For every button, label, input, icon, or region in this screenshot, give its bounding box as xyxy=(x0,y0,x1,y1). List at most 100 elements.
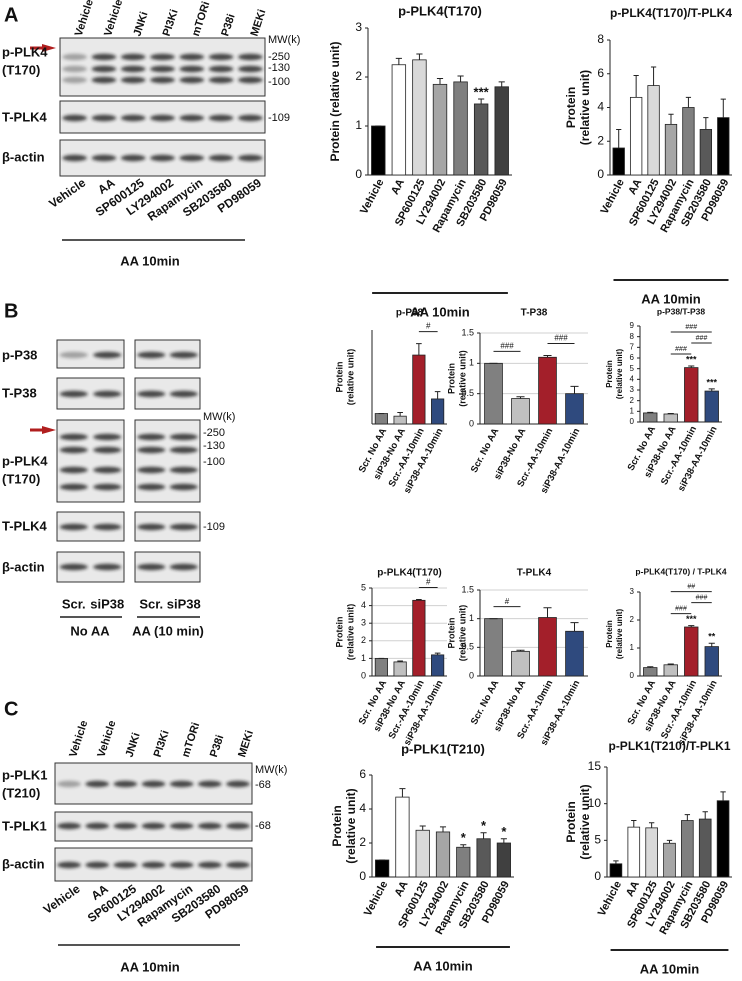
blot-band xyxy=(137,351,166,359)
mw-label: -109 xyxy=(203,521,225,533)
blot-band xyxy=(120,114,146,122)
bar xyxy=(484,362,503,425)
y-tick-label: 1.5 xyxy=(461,327,474,337)
lane-label: Scr. xyxy=(139,596,163,611)
error-bar xyxy=(397,660,403,662)
lane-header: MEKi xyxy=(236,729,256,759)
blot-band xyxy=(93,483,122,491)
blot-band xyxy=(137,483,166,491)
group-label: AA 10min xyxy=(120,959,180,974)
error-bar xyxy=(631,820,637,828)
y-tick-label: 0 xyxy=(469,418,474,428)
blot-band xyxy=(208,65,234,73)
row-label: β-actin xyxy=(2,856,45,871)
blot-band xyxy=(93,390,122,398)
x-tick-label: Vehicle xyxy=(358,177,386,216)
bar xyxy=(643,667,658,677)
lane-label: Scr. xyxy=(62,596,86,611)
bar xyxy=(511,398,530,425)
y-tick-label: 7 xyxy=(630,342,635,351)
significance: *** xyxy=(706,377,717,387)
y-tick-label: 2 xyxy=(630,615,635,624)
blot-band xyxy=(169,523,198,531)
bracket-label: # xyxy=(505,597,510,606)
blot-band xyxy=(179,114,205,122)
y-tick-label: 0 xyxy=(359,869,366,883)
error-bar xyxy=(436,77,444,85)
y-tick-label: 2 xyxy=(597,133,604,147)
blot-band xyxy=(120,53,146,61)
y-axis-label: Protein xyxy=(564,87,578,128)
error-bar xyxy=(434,391,441,399)
mw-label: -68 xyxy=(255,779,271,791)
y-tick-label: 0 xyxy=(594,869,601,883)
row-label: (T170) xyxy=(2,471,40,486)
bar xyxy=(431,398,445,425)
bar xyxy=(663,413,678,423)
error-bar xyxy=(416,343,422,356)
y-tick-label: 9 xyxy=(630,321,635,330)
y-tick-label: 5 xyxy=(361,582,366,592)
blot-band xyxy=(150,53,175,61)
y-axis-label: (relative unit) xyxy=(345,604,355,661)
y-tick-label: 1 xyxy=(630,406,635,415)
blot-band xyxy=(226,780,250,788)
blot-band xyxy=(59,351,88,359)
group-label: AA 10min xyxy=(641,291,701,306)
y-axis-label: Protein xyxy=(446,363,456,394)
blot-band xyxy=(91,76,117,84)
blot-band xyxy=(59,563,88,571)
bar xyxy=(432,83,448,176)
bar xyxy=(565,393,584,425)
x-tick-label: Vehicle xyxy=(362,879,390,918)
group-label: AA (10 min) xyxy=(132,623,204,638)
blot-band xyxy=(208,114,234,122)
blot-band xyxy=(169,563,198,571)
bar xyxy=(664,123,678,176)
blot-band xyxy=(113,822,138,830)
lane-header: mTORi xyxy=(180,721,202,759)
mw-label: -100 xyxy=(203,456,225,468)
mw-label: -130 xyxy=(268,62,290,74)
significance: * xyxy=(481,818,487,833)
bar xyxy=(374,413,388,425)
bar xyxy=(415,829,430,878)
y-tick-label: 6 xyxy=(597,66,604,80)
row-label: T-P38 xyxy=(2,385,37,400)
error-bar xyxy=(708,388,715,392)
y-axis-label: (relative unit) xyxy=(578,784,592,859)
mw-label: -250 xyxy=(203,427,225,439)
bar xyxy=(375,859,390,878)
bar xyxy=(647,85,660,176)
y-tick-label: 2 xyxy=(359,835,366,849)
y-axis-label: Protein xyxy=(330,805,344,846)
bar xyxy=(629,96,643,176)
group-label: AA 10min xyxy=(120,253,180,268)
blot-band xyxy=(197,780,222,788)
bar xyxy=(496,842,511,878)
bar xyxy=(682,107,695,176)
y-axis-label: Protein xyxy=(334,361,344,392)
blot-band xyxy=(57,822,81,830)
bar xyxy=(393,661,407,677)
blot-band xyxy=(226,822,250,830)
chart-title: p-P38 xyxy=(396,308,424,319)
error-bar xyxy=(613,860,619,864)
blot-band xyxy=(137,433,166,441)
panel-letter: C xyxy=(4,698,18,720)
chart-title: p-PLK4(T170) / T-PLK4 xyxy=(635,566,726,576)
blot-band xyxy=(169,446,198,454)
bracket-label: ### xyxy=(675,346,687,353)
error-bar xyxy=(570,622,579,632)
bar xyxy=(684,626,699,677)
panel-letter: A xyxy=(4,4,18,26)
y-tick-label: 1 xyxy=(469,613,474,623)
bar xyxy=(473,103,489,176)
bar xyxy=(371,125,386,176)
mw-label: -109 xyxy=(268,112,290,124)
bar xyxy=(391,64,407,176)
bar xyxy=(565,630,584,677)
bar xyxy=(645,827,658,878)
blot-band xyxy=(179,154,205,162)
error-bar xyxy=(668,113,674,125)
